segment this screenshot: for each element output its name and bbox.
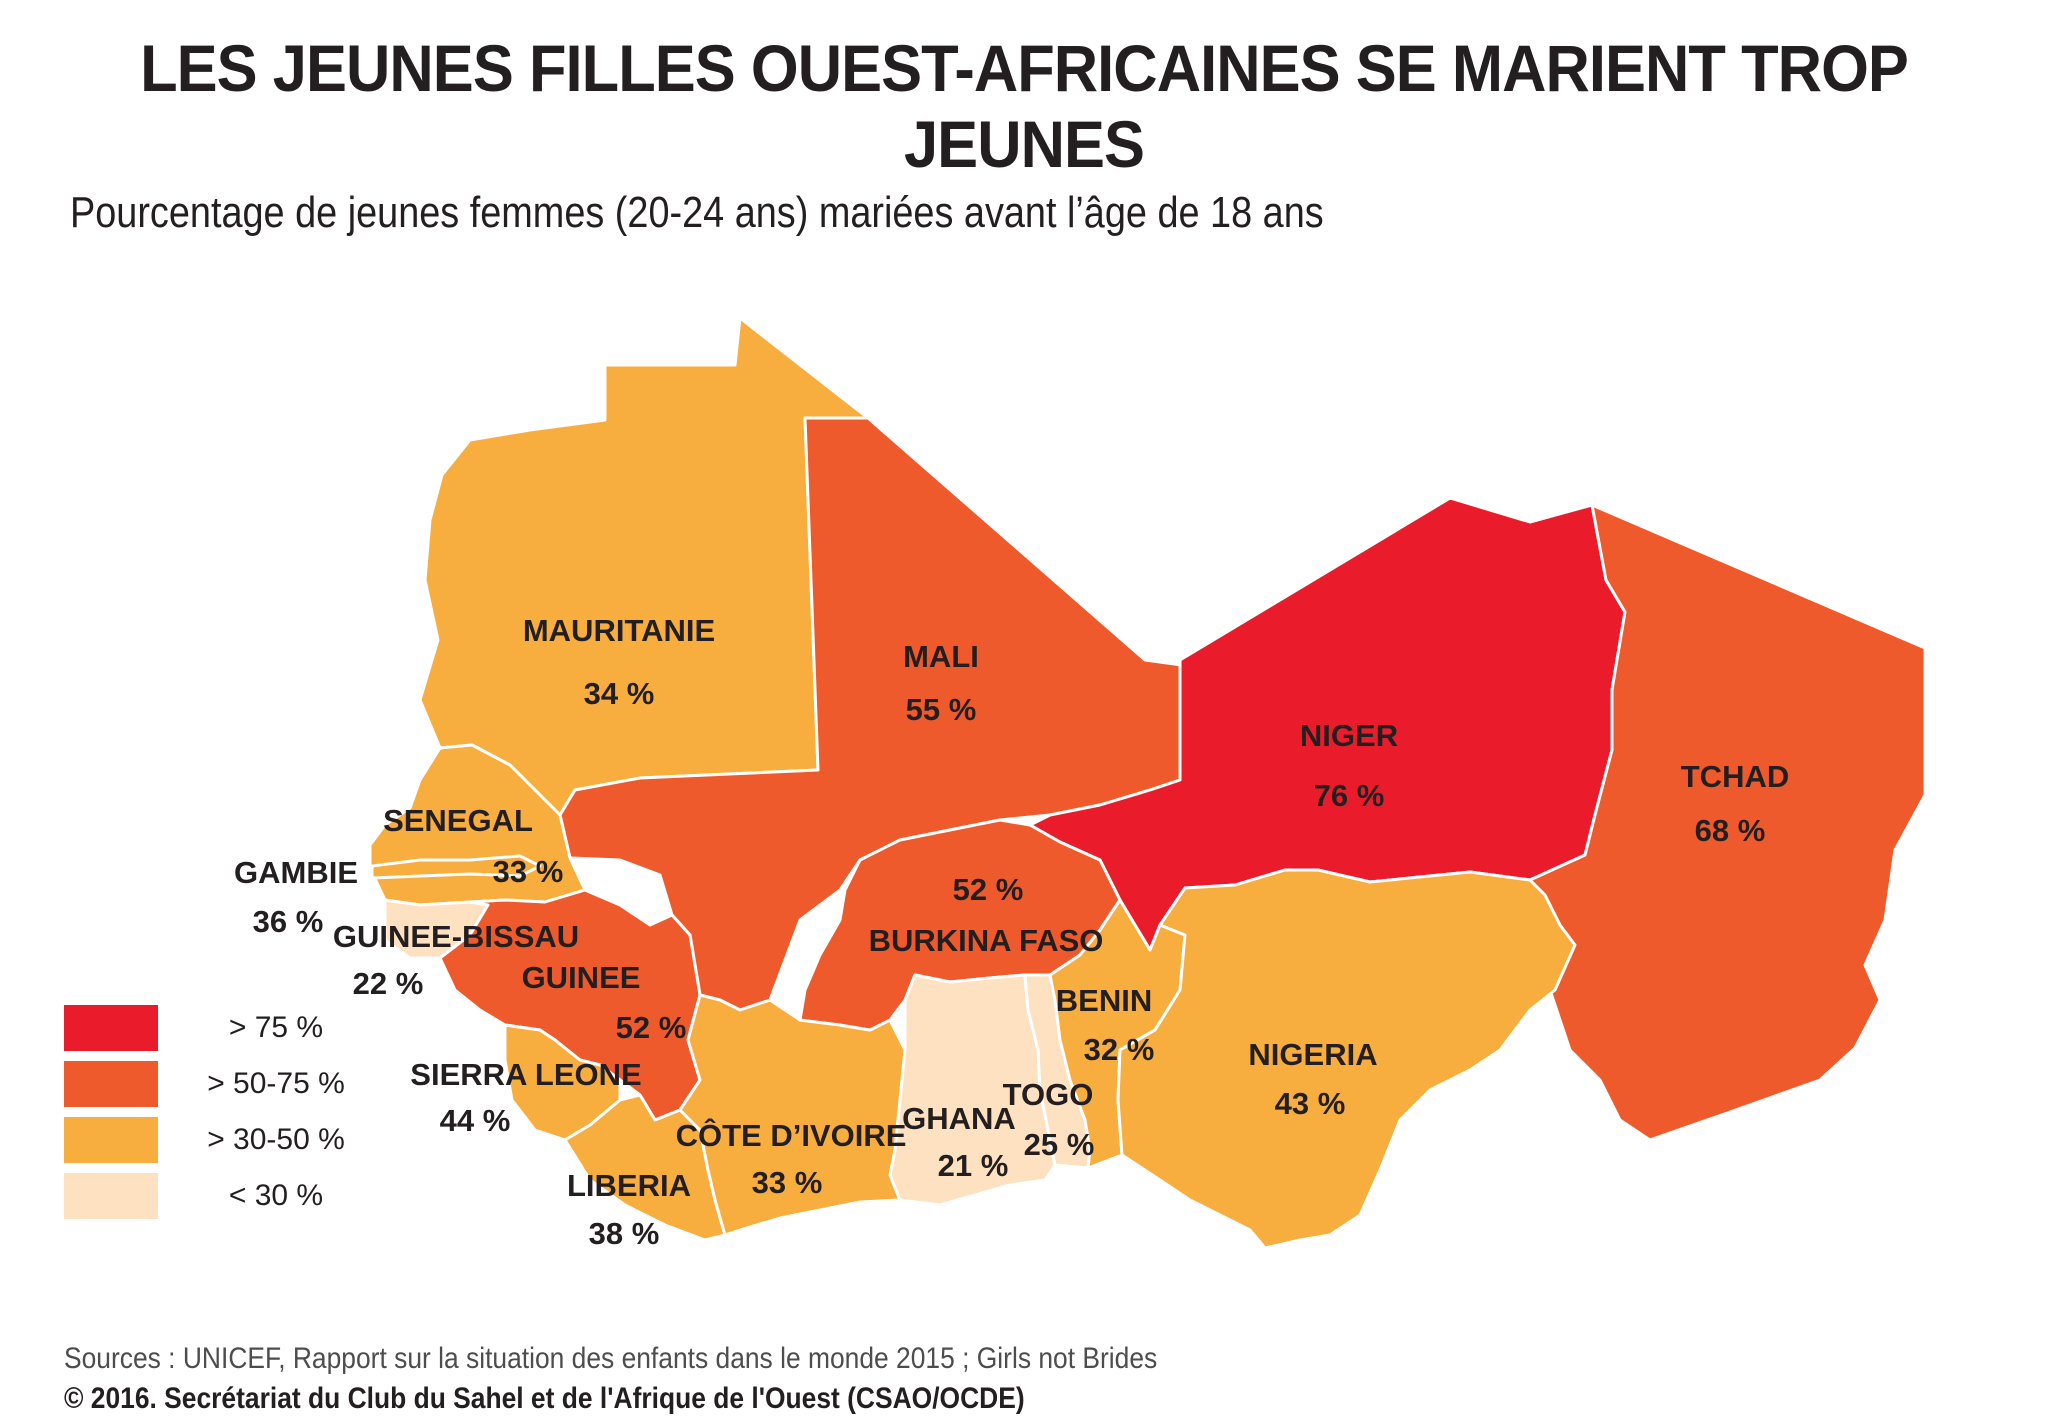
label-benin-value: 32 % bbox=[1084, 1032, 1155, 1067]
label-mali-name: MALI bbox=[903, 639, 979, 674]
label-sierra-leone-name: SIERRA LEONE bbox=[410, 1057, 641, 1092]
country-tchad bbox=[1523, 503, 1927, 1142]
legend-item-50-75: > 50-75 % bbox=[64, 1061, 364, 1107]
label-nigeria-name: NIGERIA bbox=[1248, 1037, 1377, 1072]
legend-label: > 50-75 % bbox=[207, 1067, 345, 1100]
label-cote-divoire-value: 33 % bbox=[752, 1165, 823, 1200]
legend-item-30-50: > 30-50 % bbox=[64, 1117, 364, 1163]
label-burkina-faso-name: BURKINA FASO bbox=[869, 923, 1104, 958]
label-liberia-name: LIBERIA bbox=[567, 1168, 691, 1203]
label-senegal-value: 33 % bbox=[493, 854, 564, 889]
legend-swatch bbox=[64, 1117, 158, 1163]
legend-swatch bbox=[64, 1061, 158, 1107]
label-togo-value: 25 % bbox=[1024, 1127, 1095, 1162]
country-nigeria bbox=[1116, 868, 1577, 1250]
label-gambie-value: 36 % bbox=[253, 904, 324, 939]
map-title: LES JEUNES FILLES OUEST-AFRICAINES SE MA… bbox=[140, 31, 1909, 181]
legend-swatch bbox=[64, 1005, 158, 1051]
legend-swatch bbox=[64, 1173, 158, 1219]
label-mali-value: 55 % bbox=[906, 692, 977, 727]
label-sierra-leone-value: 44 % bbox=[440, 1103, 511, 1138]
label-gambie-name: GAMBIE bbox=[234, 855, 358, 890]
label-niger-value: 76 % bbox=[1314, 778, 1385, 813]
legend-item-lt30: < 30 % bbox=[64, 1173, 364, 1219]
sources-note: Sources : UNICEF, Rapport sur la situati… bbox=[64, 1342, 1158, 1375]
legend-label: > 75 % bbox=[228, 1011, 324, 1044]
label-tchad-name: TCHAD bbox=[1681, 759, 1790, 794]
country-mauritanie bbox=[418, 316, 870, 817]
label-tchad-value: 68 % bbox=[1695, 813, 1766, 848]
label-cote-divoire-name: CÔTE D’IVOIRE bbox=[676, 1117, 907, 1153]
label-guinee-value: 52 % bbox=[616, 1010, 687, 1045]
map-subtitle: Pourcentage de jeunes femmes (20-24 ans)… bbox=[70, 188, 1324, 237]
copyright-note: © 2016. Secrétariat du Club du Sahel et … bbox=[64, 1382, 1025, 1415]
label-niger-name: NIGER bbox=[1300, 718, 1398, 753]
country-gambie bbox=[370, 854, 542, 880]
label-nigeria-value: 43 % bbox=[1275, 1086, 1346, 1121]
label-liberia-value: 38 % bbox=[589, 1216, 660, 1251]
label-mauritanie-name: MAURITANIE bbox=[523, 613, 715, 648]
label-guinee-bissau-name: GUINEE-BISSAU bbox=[333, 919, 579, 954]
label-ghana-name: GHANA bbox=[902, 1101, 1016, 1136]
legend-label: > 30-50 % bbox=[207, 1123, 345, 1156]
label-mauritanie-value: 34 % bbox=[584, 676, 655, 711]
legend-label: < 30 % bbox=[228, 1179, 324, 1212]
country-ghana bbox=[888, 973, 1057, 1207]
label-guinee-bissau-value: 22 % bbox=[353, 966, 424, 1001]
label-burkina-faso-value: 52 % bbox=[953, 872, 1024, 907]
label-togo-name: TOGO bbox=[1003, 1077, 1094, 1112]
label-senegal-name: SENEGAL bbox=[383, 803, 533, 838]
label-guinee-name: GUINEE bbox=[522, 960, 641, 995]
label-benin-name: BENIN bbox=[1056, 983, 1152, 1018]
legend-item-gt75: > 75 % bbox=[64, 1005, 364, 1051]
label-ghana-value: 21 % bbox=[938, 1148, 1009, 1183]
